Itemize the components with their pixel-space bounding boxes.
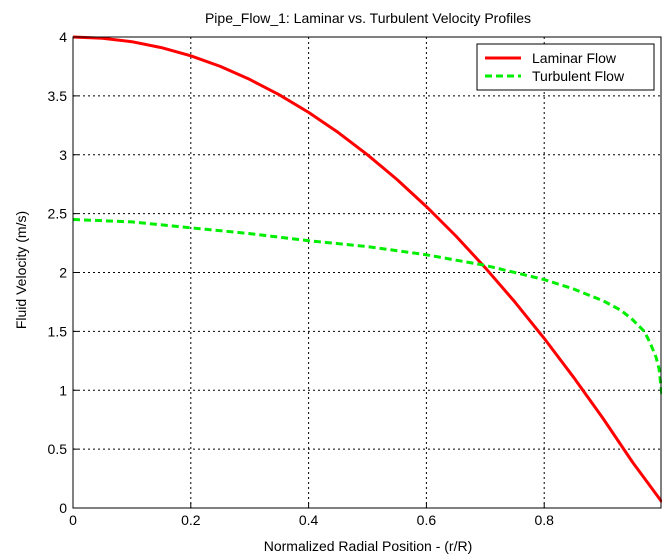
chart-title: Pipe_Flow_1: Laminar vs. Turbulent Veloc… bbox=[205, 10, 531, 26]
x-tick-label: 0.8 bbox=[534, 512, 554, 528]
y-tick-label: 1.5 bbox=[48, 323, 68, 339]
x-tick-label: 0.2 bbox=[181, 512, 201, 528]
y-tick-label: 4 bbox=[59, 29, 67, 45]
axis-ticks: 0 0.2 0.4 0.6 0.8 0 0.5 1 1.5 2 2.5 3 3.5 4 bbox=[48, 29, 555, 528]
y-tick-label: 0.5 bbox=[48, 441, 68, 457]
y-tick-label: 3 bbox=[59, 147, 67, 163]
y-tick-label: 2.5 bbox=[48, 206, 68, 222]
plot-area bbox=[72, 35, 662, 503]
series-line-laminar-flow bbox=[72, 35, 662, 503]
y-tick-label: 2 bbox=[59, 265, 67, 281]
x-tick-label: 0.4 bbox=[299, 512, 319, 528]
legend-label: Turbulent Flow bbox=[532, 68, 625, 84]
grid bbox=[73, 37, 662, 508]
y-axis-title: Fluid Velocity (m/s) bbox=[13, 211, 29, 329]
legend-label: Laminar Flow bbox=[532, 50, 617, 66]
axes-box bbox=[72, 36, 662, 509]
series-line-turbulent-flow bbox=[72, 218, 662, 397]
legend: Laminar Flow Turbulent Flow bbox=[476, 43, 655, 91]
y-tick-label: 0 bbox=[59, 500, 67, 516]
y-tick-label: 3.5 bbox=[48, 88, 68, 104]
x-axis-title: Normalized Radial Position - (r/R) bbox=[264, 538, 473, 554]
y-tick-label: 1 bbox=[59, 382, 67, 398]
legend-box bbox=[476, 43, 655, 91]
x-tick-label: 0.6 bbox=[417, 512, 437, 528]
x-tick-label: 0 bbox=[69, 512, 77, 528]
